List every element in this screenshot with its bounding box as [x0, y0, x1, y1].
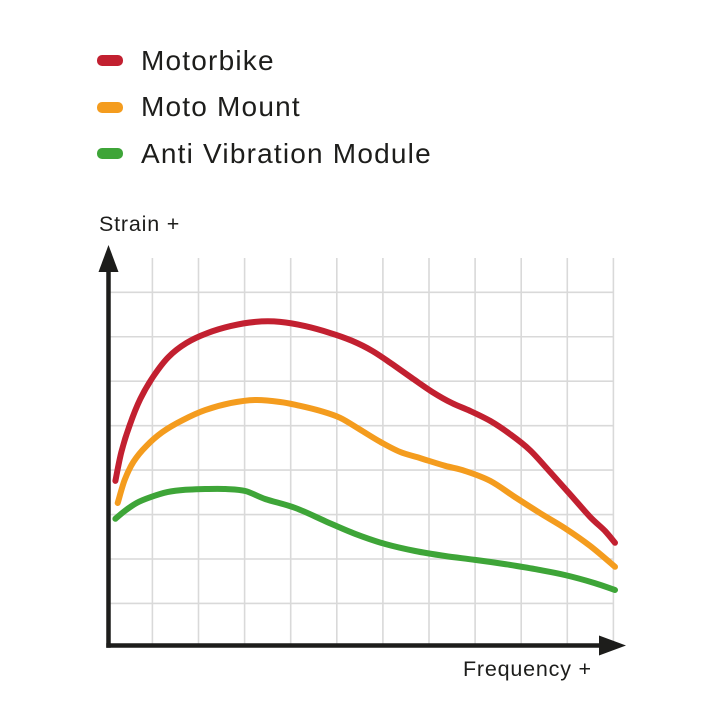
legend-label-motorbike: Motorbike	[141, 44, 275, 76]
legend-label-moto-mount: Moto Mount	[141, 91, 301, 122]
legend-item-motorbike: Motorbike	[97, 44, 432, 76]
chart-legend: Motorbike Moto Mount Anti Vibration Modu…	[97, 44, 432, 186]
legend-label-anti-vibration-module: Anti Vibration Module	[141, 137, 432, 169]
series-line-motorbike	[112, 318, 618, 546]
legend-item-moto-mount: Moto Mount	[97, 91, 432, 122]
legend-swatch-anti-vibration-module-icon	[97, 148, 123, 159]
legend-swatch-motorbike-icon	[97, 55, 123, 66]
legend-swatch-moto-mount-icon	[97, 101, 123, 113]
y-axis-arrow-icon	[98, 245, 119, 272]
series-line-anti-vibration-module	[112, 485, 618, 593]
x-axis-arrow-icon	[599, 635, 626, 656]
series-line-moto-mount	[114, 396, 618, 570]
y-axis-label: Strain +	[99, 212, 181, 236]
legend-item-anti-vibration-module: Anti Vibration Module	[97, 137, 432, 169]
x-axis-label: Frequency +	[463, 657, 592, 681]
